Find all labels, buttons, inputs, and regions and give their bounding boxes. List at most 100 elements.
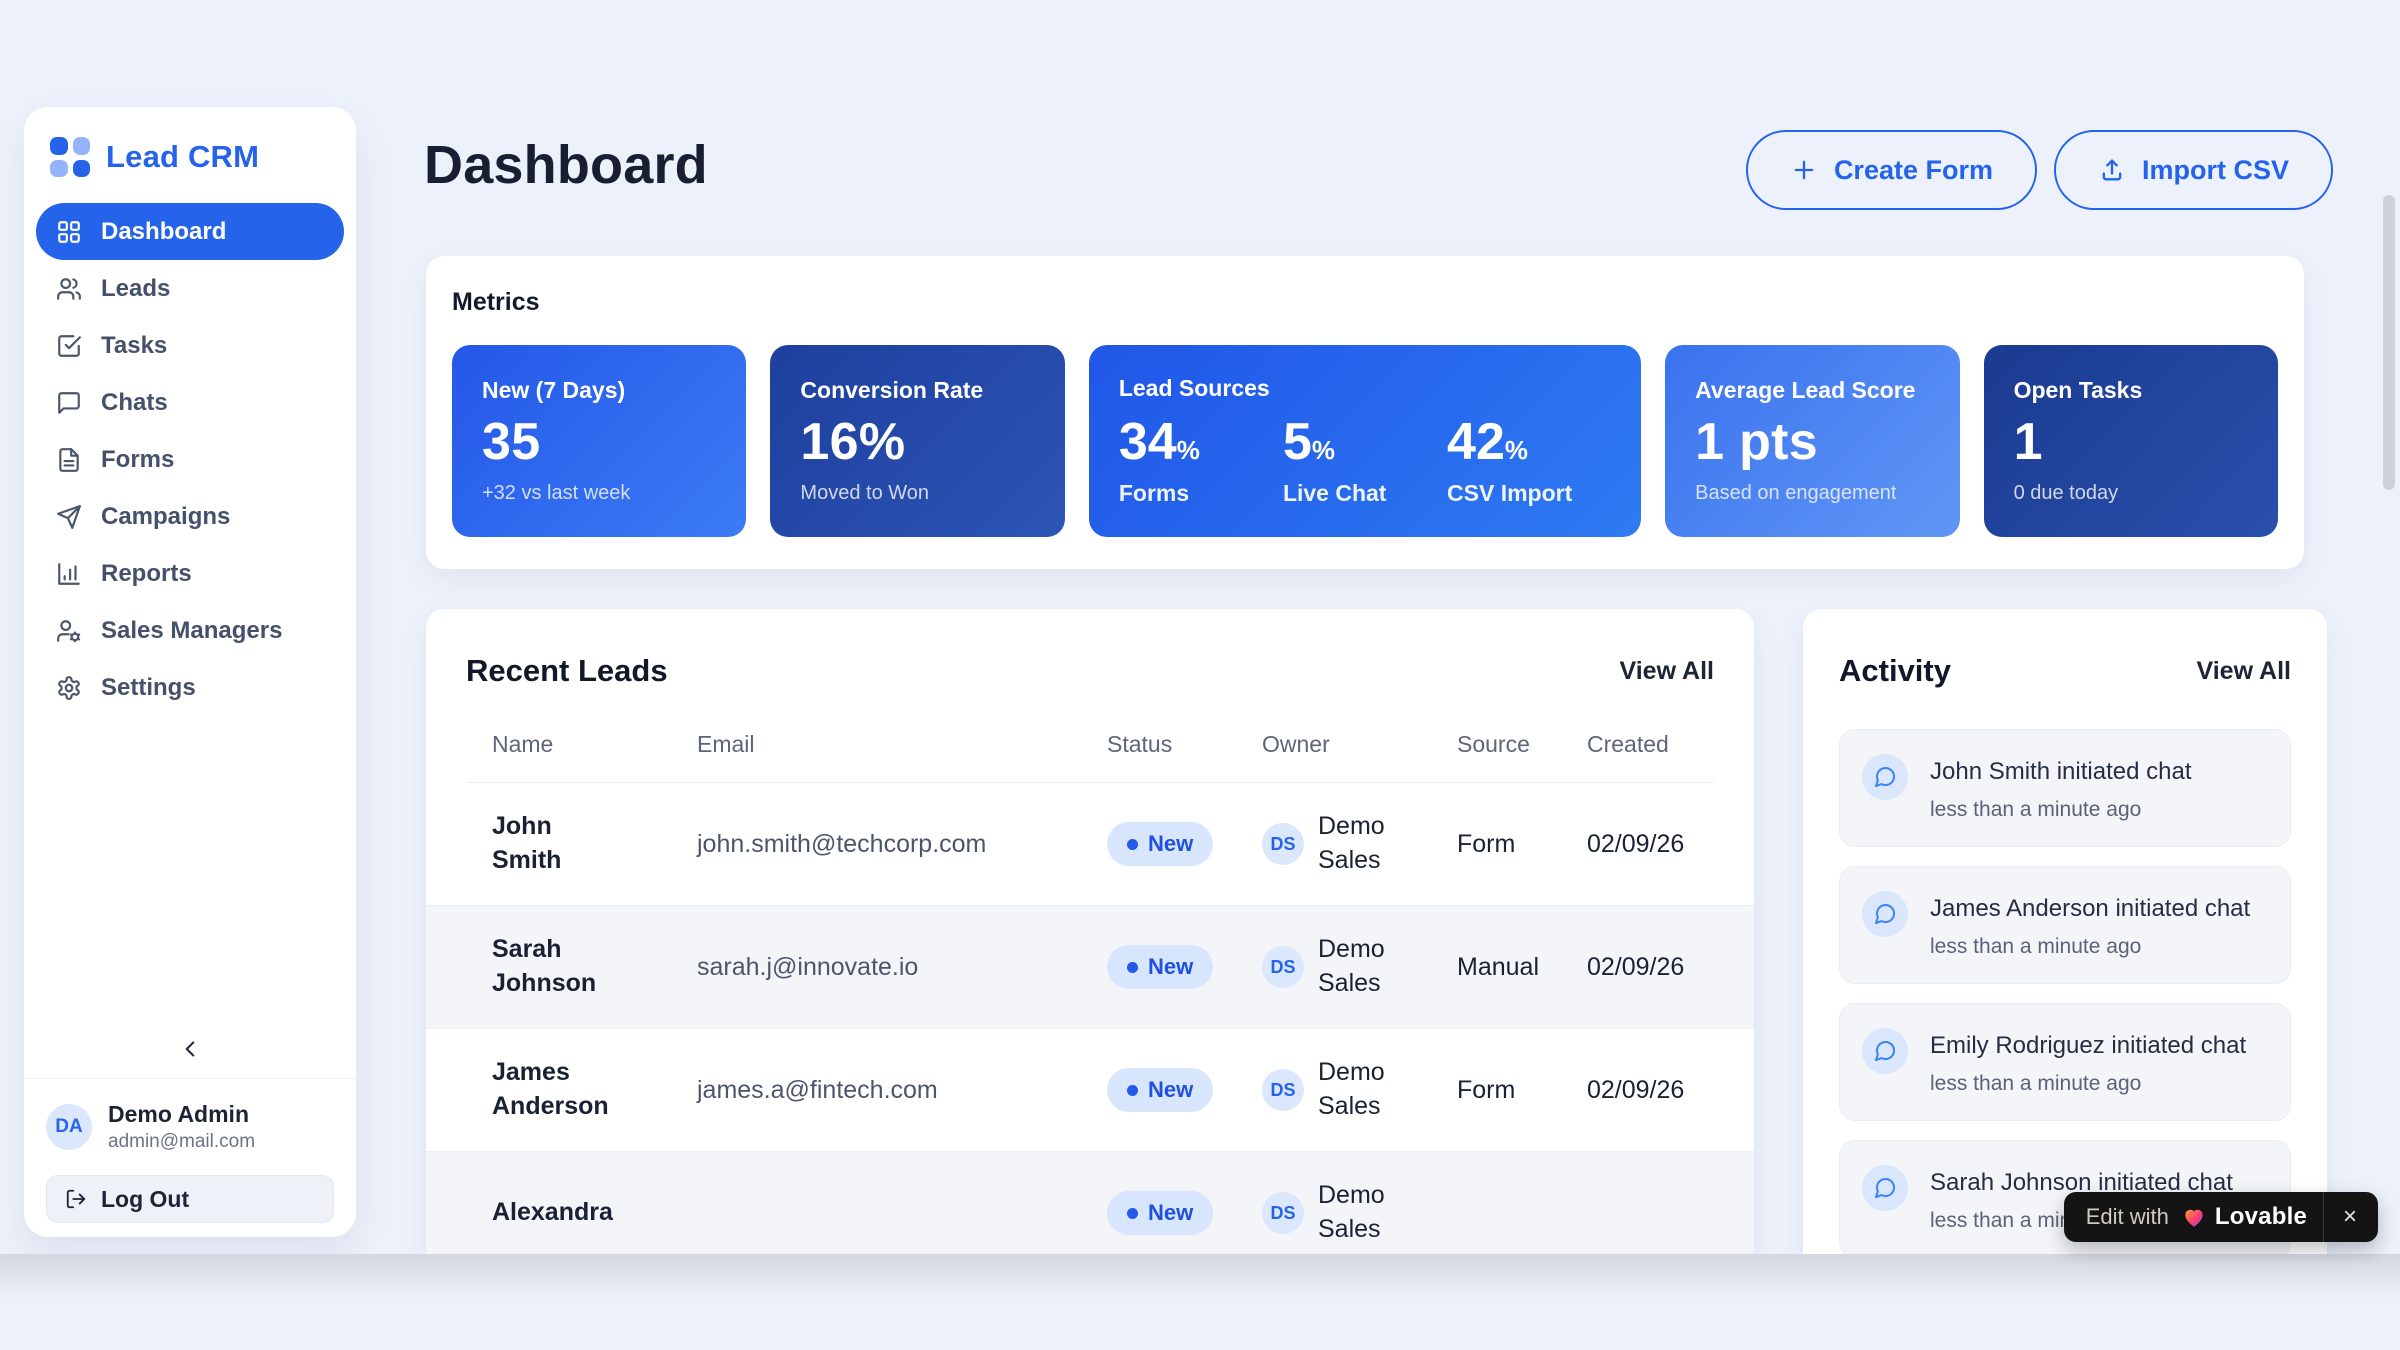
owner-avatar: DS: [1262, 823, 1304, 865]
activity-list: John Smith initiated chat less than a mi…: [1839, 729, 2291, 1254]
chevron-left-icon: [185, 1041, 195, 1057]
chat-bubble-icon: [58, 391, 80, 414]
activity-text: Sarah Johnson initiated chat: [1930, 1169, 2233, 1196]
metrics-panel: Metrics New (7 Days) 35 +32 vs last week…: [426, 256, 2304, 569]
lead-source: Form: [1457, 829, 1516, 858]
status-dot-icon: [1127, 1084, 1138, 1096]
column-header-status: Status: [1107, 731, 1173, 757]
status-badge: New: [1107, 945, 1214, 989]
recent-leads-title: Recent Leads: [466, 653, 668, 688]
metric-title: Lead Sources: [1118, 375, 1270, 401]
activity-time: less than a minute ago: [1930, 1072, 2142, 1095]
owner-avatar: DS: [1262, 946, 1304, 988]
activity-text: Emily Rodriguez initiated chat: [1930, 1032, 2247, 1059]
sidebar-item-dashboard[interactable]: Dashboard: [36, 203, 344, 260]
sidebar-item-reports[interactable]: Reports: [36, 545, 344, 602]
activity-text: James Anderson initiated chat: [1930, 895, 2251, 922]
lovable-logo-icon: [2185, 1209, 2203, 1227]
stat-value: 34: [1118, 413, 1177, 471]
sidebar-item-settings[interactable]: Settings: [36, 659, 344, 716]
lead-created: 02/09/26: [1587, 829, 1685, 858]
logout-button[interactable]: Log Out: [46, 1175, 334, 1223]
sidebar-item-label: Dashboard: [101, 217, 227, 245]
table-row[interactable]: Alexandra New DS Demo Sales: [426, 1152, 1754, 1254]
avatar: DA: [46, 1104, 92, 1150]
lead-created: 02/09/26: [1587, 1075, 1685, 1104]
stat-label: CSV Import: [1447, 480, 1573, 506]
activity-view-all-link[interactable]: View All: [2196, 656, 2291, 685]
activity-item[interactable]: James Anderson initiated chat less than …: [1839, 866, 2291, 984]
logout-label: Log Out: [101, 1185, 190, 1212]
sidebar-collapse-button[interactable]: [36, 1026, 344, 1078]
create-form-label: Create Form: [1833, 154, 1993, 185]
metric-subtitle: Based on engagement: [1695, 482, 1897, 504]
lead-email: sarah.j@innovate.io: [697, 952, 919, 981]
sidebar-item-chats[interactable]: Chats: [36, 374, 344, 431]
column-header-source: Source: [1457, 731, 1530, 757]
table-row[interactable]: Sarah Johnson sarah.j@innovate.io New DS…: [426, 906, 1754, 1029]
content-bottom-fade: [0, 1254, 2400, 1300]
sidebar-divider: [24, 1078, 356, 1079]
sidebar-item-label: Forms: [101, 445, 175, 473]
user-name: Demo Admin: [108, 1101, 249, 1127]
user-gear-icon: [57, 619, 81, 642]
sidebar-item-campaigns[interactable]: Campaigns: [36, 488, 344, 545]
metric-card-conversion-rate: Conversion Rate 16% Moved to Won: [770, 345, 1065, 537]
activity-item[interactable]: John Smith initiated chat less than a mi…: [1839, 729, 2291, 847]
stat-value: 42: [1447, 413, 1505, 471]
lovable-badge[interactable]: Edit with Lovable ×: [2063, 1192, 2378, 1242]
metric-title: New (7 Days): [482, 377, 626, 403]
page-title: Dashboard: [424, 135, 708, 195]
owner-name: Demo Sales: [1318, 812, 1385, 874]
app-logo: Lead CRM: [36, 137, 344, 177]
import-csv-button[interactable]: Import CSV: [2053, 130, 2333, 210]
lovable-badge-prefix: Edit with: [2085, 1204, 2169, 1229]
metric-subtitle: +32 vs last week: [482, 482, 631, 504]
logo-icon: [50, 137, 90, 177]
activity-item[interactable]: Emily Rodriguez initiated chat less than…: [1839, 1003, 2291, 1121]
column-header-created: Created: [1587, 731, 1669, 757]
document-icon: [59, 447, 79, 472]
recent-leads-view-all-link[interactable]: View All: [1619, 656, 1714, 685]
lead-sources-stats: 34% Forms 5% Live Chat 42% CSV Import: [1119, 412, 1611, 507]
check-square-icon: [58, 334, 81, 357]
sidebar-item-tasks[interactable]: Tasks: [36, 317, 344, 374]
stat-value: 5: [1282, 413, 1312, 471]
sidebar-nav: Dashboard Leads Tasks Chats Forms Campai…: [36, 203, 344, 716]
status-dot-icon: [1127, 961, 1138, 973]
activity-time: less than a minute ago: [1930, 798, 2142, 821]
stat-unit: %: [1176, 435, 1200, 465]
import-csv-label: Import CSV: [2141, 154, 2289, 185]
metric-card-new-7-days: New (7 Days) 35 +32 vs last week: [452, 345, 747, 537]
chat-bubble-icon: [1862, 1165, 1908, 1211]
app-title: Lead CRM: [106, 139, 260, 174]
status-badge: New: [1107, 1191, 1214, 1235]
metric-card-lead-sources: Lead Sources 34% Forms 5% Live Chat 42% …: [1088, 345, 1642, 537]
sidebar-spacer: [36, 716, 344, 1026]
create-form-button[interactable]: Create Form: [1745, 130, 2037, 210]
table-row[interactable]: James Anderson james.a@fintech.com New D…: [426, 1029, 1754, 1152]
sidebar-item-forms[interactable]: Forms: [36, 431, 344, 488]
user-profile[interactable]: DA Demo Admin admin@mail.com: [36, 1079, 344, 1153]
table-header: Name Email Status Owner Source Created: [466, 731, 1714, 783]
owner-name: Demo Sales: [1318, 1058, 1385, 1120]
metric-value: 1: [2013, 413, 2043, 471]
metric-card-open-tasks: Open Tasks 1 0 due today: [1983, 345, 2278, 537]
sidebar-item-leads[interactable]: Leads: [36, 260, 344, 317]
close-icon[interactable]: ×: [2342, 1203, 2357, 1230]
table-row[interactable]: John Smith john.smith@techcorp.com New D…: [426, 783, 1754, 906]
sidebar-item-sales-managers[interactable]: Sales Managers: [36, 602, 344, 659]
send-icon: [57, 504, 81, 529]
scrollbar[interactable]: [2383, 195, 2395, 490]
dashboard-icon: [58, 220, 80, 243]
lead-source-csv-import: 42% CSV Import: [1447, 412, 1611, 507]
lead-created: 02/09/26: [1587, 952, 1685, 981]
metric-subtitle: Moved to Won: [800, 482, 930, 504]
sidebar-item-label: Reports: [101, 559, 192, 587]
owner-name: Demo Sales: [1318, 935, 1385, 997]
app-viewport: Lead CRM Dashboard Leads Tasks Chats For…: [24, 107, 2395, 1254]
header-actions: Create Form Import CSV: [1745, 130, 2333, 210]
logout-icon: [66, 1189, 86, 1209]
activity-text: John Smith initiated chat: [1930, 758, 2192, 785]
user-email: admin@mail.com: [108, 1131, 256, 1152]
